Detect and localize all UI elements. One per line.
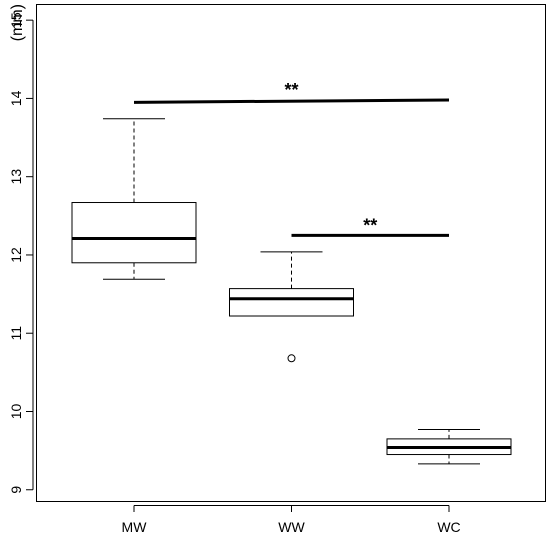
significance-label: **: [363, 215, 377, 235]
box-ww: [229, 251, 354, 363]
iqr-box: [71, 202, 197, 264]
y-tick-label: 11: [8, 326, 24, 341]
significance-bar: [133, 98, 450, 104]
y-tick-label: 13: [8, 169, 24, 185]
y-tick-label: 15: [8, 12, 24, 28]
outlier-point: [287, 354, 296, 363]
y-axis: 9 10 11 12 13 14 15: [8, 12, 34, 494]
y-tick-label: 10: [8, 403, 24, 419]
boxes: [71, 118, 512, 465]
x-tick-label: MW: [122, 519, 148, 535]
significance-annotations: ** **: [133, 80, 450, 237]
y-axis-title: (mm): [9, 4, 26, 41]
x-axis: MW WW WC: [122, 505, 461, 535]
y-tick-label: 14: [8, 90, 24, 106]
x-tick-label: WW: [278, 519, 305, 535]
significance-ww-wc: **: [291, 215, 449, 237]
box-wc: [386, 428, 512, 465]
iqr-box: [229, 288, 354, 317]
x-tick-label: WC: [437, 519, 460, 535]
plot-frame: [36, 4, 546, 502]
y-tick-label: 9: [8, 486, 24, 494]
significance-label: **: [284, 80, 298, 100]
y-tick-label: 12: [8, 247, 24, 263]
significance-mw-wc: **: [133, 80, 450, 104]
box-mw: [71, 118, 197, 280]
